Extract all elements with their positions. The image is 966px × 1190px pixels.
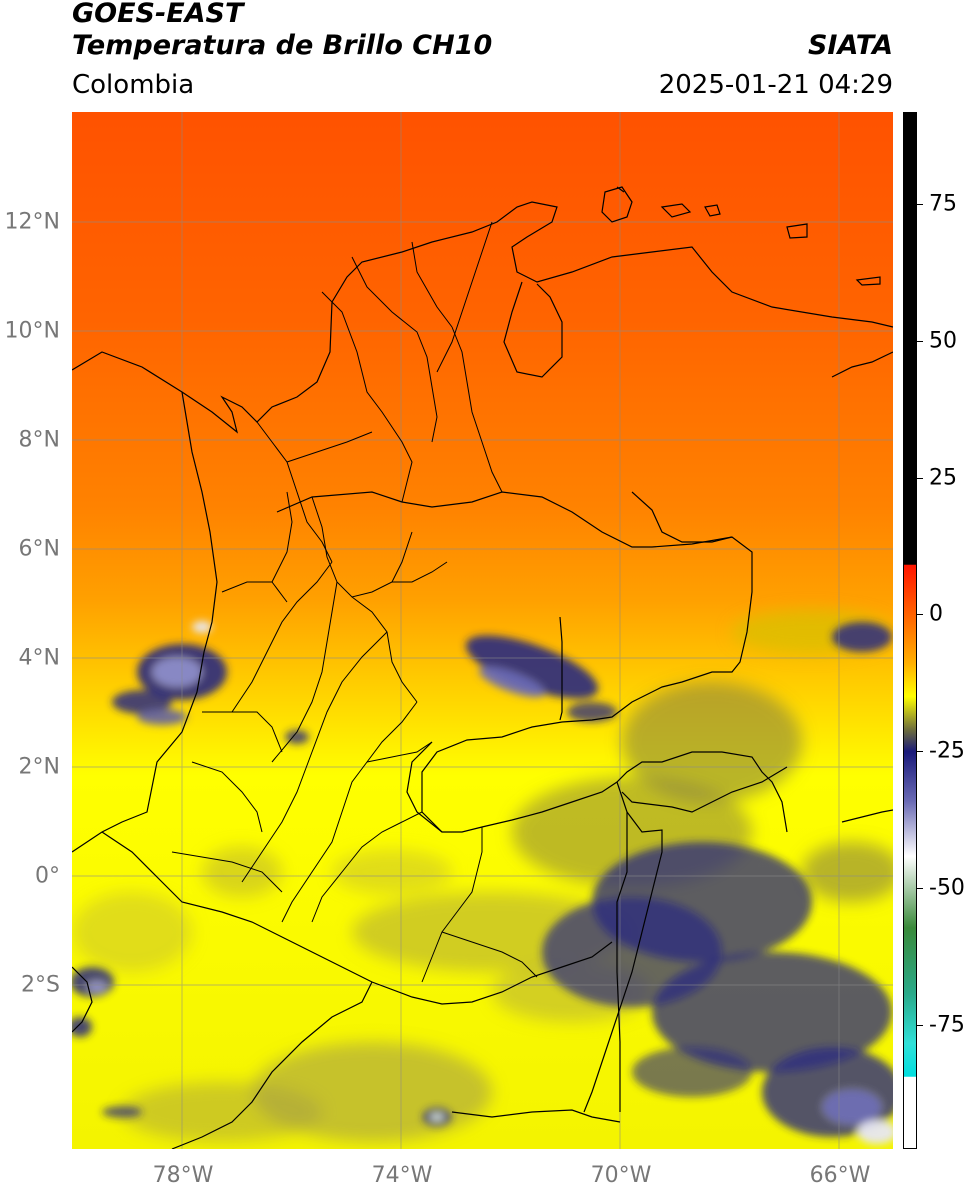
colorbar-tick xyxy=(917,751,923,752)
lat-label-12n: 12°N xyxy=(4,209,60,235)
source-label: SIATA xyxy=(807,30,893,61)
product-title: Temperatura de Brillo CH10 xyxy=(72,30,493,61)
lat-label-2n: 2°N xyxy=(18,754,60,780)
lon-label-78w: 78°W xyxy=(152,1163,214,1188)
colorbar-label-neg25: -25 xyxy=(929,738,965,764)
colorbar-tick xyxy=(917,478,923,479)
colorbar-label-neg50: -50 xyxy=(929,875,965,901)
colorbar xyxy=(903,112,917,1149)
lat-label-10n: 10°N xyxy=(4,318,60,344)
lat-label-4n: 4°N xyxy=(18,645,60,671)
coastlines xyxy=(72,186,893,1033)
colorbar-tick xyxy=(917,1025,923,1026)
colorbar-tick xyxy=(917,888,923,889)
colorbar-tick xyxy=(917,204,923,205)
lon-label-74w: 74°W xyxy=(371,1163,433,1188)
graticule xyxy=(72,112,893,1149)
colorbar-tick xyxy=(917,614,923,615)
region-label: Colombia xyxy=(72,70,195,100)
lon-label-66w: 66°W xyxy=(809,1163,871,1188)
lat-label-equator: 0° xyxy=(35,863,60,889)
lat-label-2s: 2°S xyxy=(21,972,60,998)
lon-label-70w: 70°W xyxy=(590,1163,652,1188)
colorbar-label-75: 75 xyxy=(929,191,957,217)
colorbar-label-50: 50 xyxy=(929,328,957,354)
lat-label-6n: 6°N xyxy=(18,536,60,562)
satellite-title: GOES-EAST xyxy=(72,0,244,29)
colorbar-label-neg75: -75 xyxy=(929,1012,965,1038)
colorbar-label-25: 25 xyxy=(929,465,957,491)
brightness-temperature-map[interactable] xyxy=(72,112,893,1149)
department-borders xyxy=(171,221,538,983)
cloud-texture xyxy=(72,610,893,1144)
lat-label-8n: 8°N xyxy=(18,427,60,453)
colorbar-tick xyxy=(917,341,923,342)
datetime-label: 2025-01-21 04:29 xyxy=(658,70,893,100)
borders xyxy=(101,491,788,1149)
map-canvas xyxy=(72,112,893,1149)
colorbar-label-0: 0 xyxy=(929,601,943,627)
